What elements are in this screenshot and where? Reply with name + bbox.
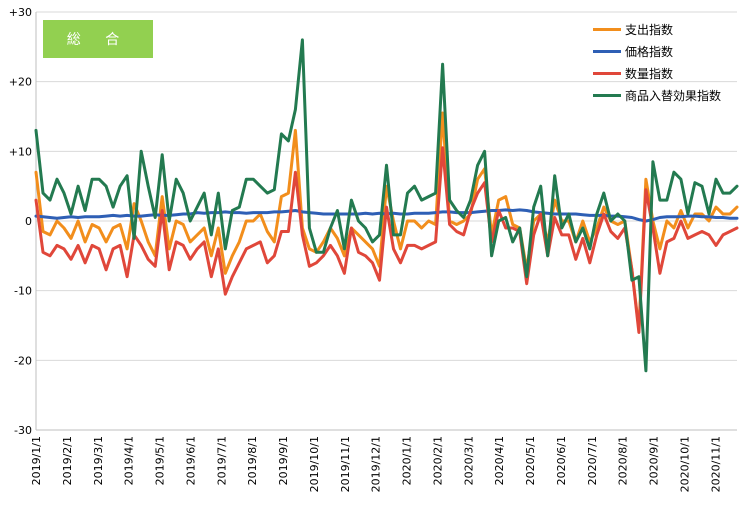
x-tick-label: 2019/1/1	[30, 436, 43, 485]
x-tick-label: 2019/9/1	[277, 436, 290, 485]
legend-label-koka: 商品入替効果指数	[625, 88, 722, 103]
y-tick-label: +10	[9, 145, 32, 158]
x-tick-label: 2020/8/1	[617, 436, 630, 485]
legend-item-koka: 商品入替効果指数	[593, 84, 721, 106]
legend-swatch-kakaku	[593, 49, 621, 53]
y-tick-label: 0	[25, 215, 32, 228]
x-tick-label: 2019/10/1	[308, 436, 321, 492]
x-tick-label: 2020/4/1	[493, 436, 506, 485]
x-tick-label: 2020/11/1	[709, 436, 722, 492]
x-tick-label: 2020/6/1	[555, 436, 568, 485]
legend-label-suryo: 数量指数	[625, 66, 674, 81]
x-tick-label: 2019/11/1	[339, 436, 352, 492]
legend-item-shishutsu: 支出指数	[593, 18, 721, 40]
y-tick-label: +20	[9, 76, 32, 89]
y-tick-label: +30	[9, 6, 32, 19]
legend-label-kakaku: 価格指数	[625, 44, 674, 59]
legend-swatch-suryo	[593, 71, 621, 75]
y-tick-label: -30	[14, 424, 32, 437]
x-tick-label: 2020/7/1	[586, 436, 599, 485]
x-tick-label: 2019/5/1	[154, 436, 167, 485]
category-badge: 総 合	[43, 20, 153, 58]
x-tick-label: 2019/12/1	[370, 436, 383, 492]
series-line-0	[34, 111, 739, 331]
x-tick-label: 2019/3/1	[92, 436, 105, 485]
legend-swatch-shishutsu	[593, 27, 621, 31]
x-tick-label: 2019/7/1	[215, 436, 228, 485]
legend-swatch-koka	[593, 93, 621, 97]
series-line-2	[34, 146, 739, 334]
x-tick-label: 2020/1/1	[401, 436, 414, 485]
chart-legend: 支出指数 価格指数 数量指数 商品入替効果指数	[593, 18, 721, 106]
x-tick-label: 2019/4/1	[123, 436, 136, 485]
series-line-3	[34, 38, 739, 373]
x-tick-label: 2020/10/1	[679, 436, 692, 492]
x-tick-label: 2020/9/1	[648, 436, 661, 485]
legend-item-kakaku: 価格指数	[593, 40, 721, 62]
x-tick-label: 2020/5/1	[524, 436, 537, 485]
y-tick-label: -10	[14, 285, 32, 298]
x-tick-label: 2019/8/1	[246, 436, 259, 485]
x-tick-label: 2020/2/1	[431, 436, 444, 485]
legend-label-shishutsu: 支出指数	[625, 22, 674, 37]
y-tick-label: -20	[14, 354, 32, 367]
x-tick-label: 2019/6/1	[184, 436, 197, 485]
x-tick-label: 2019/2/1	[61, 436, 74, 485]
x-tick-label: 2020/3/1	[462, 436, 475, 485]
legend-item-suryo: 数量指数	[593, 62, 721, 84]
